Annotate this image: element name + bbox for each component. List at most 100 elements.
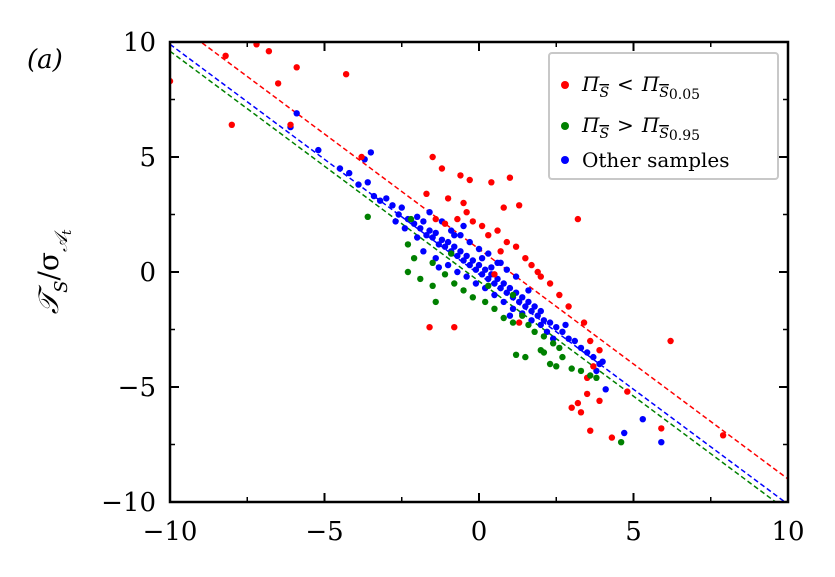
point-s2-15 [414, 213, 421, 220]
fit-line-1 [170, 50, 777, 502]
point-s1-13 [491, 305, 498, 312]
point-s1-15 [509, 319, 517, 326]
point-s0-2 [253, 42, 260, 48]
point-s0-24 [463, 209, 470, 216]
point-s2-58 [553, 324, 560, 331]
point-s0-10 [429, 153, 436, 161]
point-s2-30 [460, 257, 467, 264]
point-s1-18 [531, 328, 538, 335]
point-s0-30 [512, 243, 520, 250]
point-s0-22 [441, 220, 449, 227]
point-s2-84 [500, 298, 507, 306]
legend-low-pi2: Π [641, 72, 660, 96]
point-s2-71 [475, 245, 483, 253]
legend-high-bar2: S [659, 126, 669, 142]
point-s2-88 [537, 321, 544, 329]
point-s2-63 [583, 349, 591, 356]
svg-text:𝒯S/σ𝒜t: 𝒯S/σ𝒜t [32, 229, 75, 314]
point-s2-4 [346, 169, 353, 177]
point-s2-106 [451, 232, 458, 239]
legend-low-bar1: S [599, 85, 609, 101]
point-s0-1 [222, 52, 229, 59]
point-s2-22 [435, 241, 443, 248]
point-s2-99 [621, 429, 628, 437]
point-s2-90 [401, 225, 409, 232]
point-s2-64 [590, 353, 597, 361]
legend-entry-other: Other samples [561, 148, 730, 172]
point-s2-66 [426, 209, 433, 216]
point-s0-35 [556, 291, 563, 299]
point-s2-83 [491, 291, 498, 299]
point-s1-30 [587, 372, 594, 379]
point-s2-50 [522, 303, 529, 310]
ylabel-sub-bar: S [51, 281, 72, 293]
point-s2-25 [444, 238, 452, 246]
point-s2-37 [481, 266, 489, 273]
point-s2-98 [658, 439, 665, 446]
point-s1-20 [549, 340, 557, 347]
legend-other-label: Other samples [582, 148, 730, 172]
point-s0-32 [528, 261, 535, 269]
point-s1-17 [525, 321, 532, 329]
x-tick-label: −10 [143, 517, 198, 547]
point-s0-13 [466, 176, 473, 184]
ylabel-sub: 𝒜 [51, 230, 72, 252]
legend: ΠS < ΠS0.05 ΠS > ΠS0.95 Other samples [548, 52, 779, 180]
point-s2-107 [497, 259, 504, 266]
point-s2-76 [420, 248, 427, 255]
point-s0-15 [506, 174, 514, 181]
point-s2-9 [383, 195, 390, 202]
point-s2-34 [472, 266, 480, 273]
legend-high-op: > [617, 113, 634, 137]
point-s0-25 [469, 218, 477, 225]
point-s1-11 [469, 294, 477, 301]
point-s2-11 [395, 211, 402, 218]
point-s2-85 [509, 305, 517, 312]
point-s0-58 [497, 248, 504, 255]
point-s0-37 [574, 215, 582, 223]
point-s2-36 [478, 271, 486, 278]
point-s0-4 [274, 80, 282, 87]
point-s1-27 [559, 353, 566, 361]
point-s2-38 [485, 275, 492, 283]
point-s0-27 [485, 232, 492, 239]
point-s2-2 [315, 146, 322, 154]
legend-marker-high [561, 122, 569, 130]
panel-label: (a) [27, 45, 63, 75]
point-s0-26 [478, 222, 486, 230]
y-tick-label: 5 [139, 143, 156, 173]
point-s1-35 [447, 250, 455, 257]
point-s2-94 [488, 264, 495, 271]
point-s2-69 [457, 232, 464, 239]
legend-entry-low: ΠS < ΠS0.05 [561, 72, 700, 103]
x-tick-label: −5 [305, 517, 343, 547]
point-s0-49 [608, 434, 616, 441]
point-s2-60 [565, 335, 572, 342]
legend-box [548, 52, 779, 180]
point-s0-7 [228, 121, 235, 128]
point-s0-16 [515, 202, 523, 209]
point-s2-104 [506, 312, 514, 319]
point-s2-7 [370, 192, 378, 200]
point-s2-74 [503, 266, 511, 273]
point-s1-29 [577, 367, 585, 375]
point-s2-56 [540, 317, 548, 324]
point-s2-27 [451, 243, 458, 250]
point-s2-33 [469, 257, 477, 264]
point-s0-11 [438, 165, 446, 172]
legend-low-bar2: S [659, 85, 669, 101]
legend-entry-high: ΠS > ΠS0.95 [561, 113, 700, 144]
point-s2-72 [485, 250, 492, 257]
point-s2-79 [454, 268, 461, 276]
point-s1-1 [407, 215, 415, 223]
point-s2-97 [639, 416, 646, 423]
legend-low-pi1: Π [581, 72, 600, 96]
point-s2-80 [463, 273, 470, 280]
point-s0-45 [577, 409, 585, 416]
y-tick-label: 0 [139, 258, 156, 288]
point-s2-68 [447, 227, 455, 234]
point-s2-102 [543, 328, 551, 335]
point-s0-51 [658, 425, 665, 432]
point-s0-44 [568, 404, 575, 411]
